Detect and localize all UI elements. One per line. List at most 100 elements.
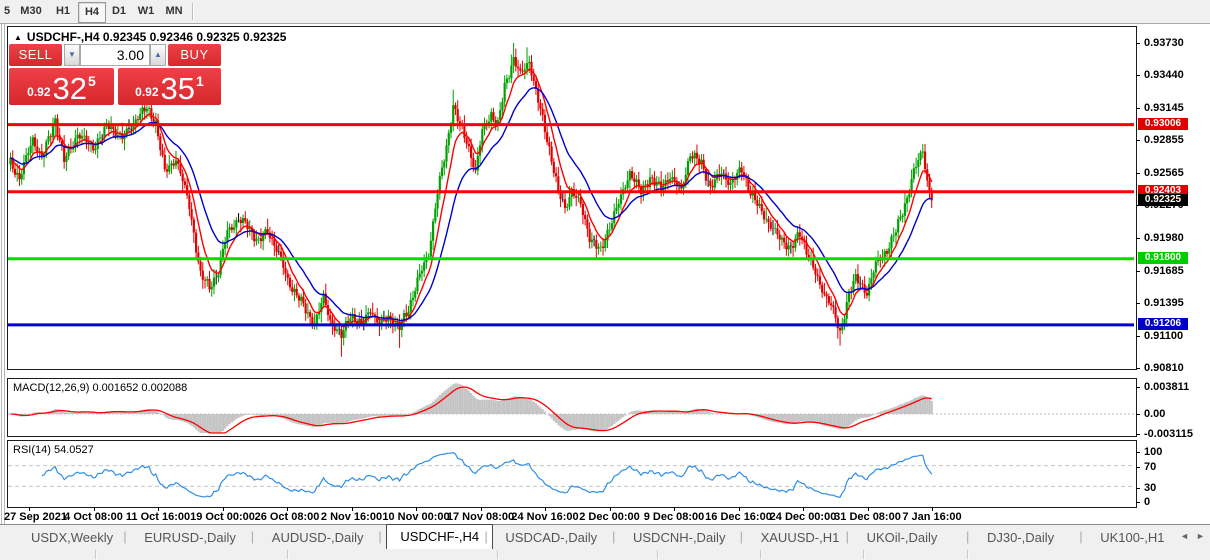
- macd-tick: [1136, 387, 1140, 388]
- macd-axis-label: -0.003115: [1144, 428, 1193, 440]
- price-axis-label: 0.91100: [1144, 329, 1184, 342]
- time-axis-label: 4 Oct 08:00: [64, 511, 123, 523]
- price-axis-label: 0.93730: [1144, 37, 1184, 49]
- price-tick: [1136, 43, 1140, 44]
- time-axis-label: 2 Nov 16:00: [320, 511, 383, 523]
- chart-tab-usdcnh-daily[interactable]: USDCNH-,Daily: [633, 530, 726, 545]
- time-axis-label: 16 Dec 16:00: [705, 511, 772, 523]
- macd-tick: [1136, 434, 1140, 435]
- rsi-plot[interactable]: [8, 441, 1134, 505]
- time-tick: [222, 507, 224, 511]
- tab-separator: |: [739, 529, 743, 544]
- price-tick: [1136, 75, 1140, 77]
- buy-price-button[interactable]: 0.92 35 1: [118, 68, 221, 105]
- volume-input[interactable]: [80, 44, 150, 66]
- price-tick: [1136, 367, 1140, 369]
- rsi-axis-label: 100: [1144, 446, 1163, 458]
- time-tick: [738, 507, 740, 511]
- volume-increase-button[interactable]: ▲: [150, 44, 166, 66]
- time-axis-label: 26 Oct 08:00: [254, 511, 320, 523]
- time-tick: [93, 507, 95, 511]
- time-tick: [674, 507, 675, 511]
- time-axis-label: 17 Nov 08:00: [446, 511, 515, 523]
- chart-window: ▲ USDCHF-,H4 0.92345 0.92346 0.92325 0.92…: [0, 24, 1210, 524]
- sell-price-button[interactable]: 0.92 32 5: [9, 68, 114, 105]
- time-tick: [803, 507, 804, 511]
- rsi-axis-label: 70: [1144, 461, 1157, 473]
- chart-tab-bar: USDX,Weekly | EURUSD-,Daily | AUDUSD-,Daily |…: [0, 524, 1210, 549]
- collapse-triangle-icon[interactable]: ▲: [14, 33, 22, 42]
- buy-button[interactable]: BUY: [168, 44, 221, 66]
- timeframe-button-5[interactable]: 5: [3, 5, 11, 17]
- timeframe-toolbar: 5 M30 H1 H4 D1 W1 MN: [0, 0, 1210, 24]
- macd-indicator-panel: MACD(12,26,9) 0.001652 0.002088: [7, 378, 1137, 437]
- window-edge-line: [4, 24, 5, 524]
- timeframe-button-d1[interactable]: D1: [111, 5, 127, 17]
- chart-tab-dj30-daily[interactable]: DJ30-,Daily: [987, 530, 1055, 545]
- chart-tab-xauusd-h1[interactable]: XAUUSD-,H1: [760, 530, 840, 545]
- macd-axis-label: 0.003811: [1144, 381, 1190, 393]
- statusbar-divider: [657, 550, 659, 559]
- buy-price-pips: 35: [160, 71, 196, 106]
- time-axis-label: 7 Jan 16:00: [902, 511, 962, 523]
- macd-axis-label: 0.00: [1144, 408, 1166, 420]
- price-chart-plot[interactable]: [8, 27, 1134, 367]
- price-marker-0.91206: 0.91206: [1138, 317, 1188, 330]
- tab-separator: |: [250, 529, 255, 544]
- timeframe-button-m30[interactable]: M30: [20, 5, 42, 17]
- chart-title: ▲ USDCHF-,H4 0.92345 0.92346 0.92325 0.92…: [14, 30, 286, 44]
- chart-tab-usdchf-h4[interactable]: USDCHF-,H4: [386, 524, 494, 549]
- timeframe-button-mn[interactable]: MN: [165, 5, 183, 17]
- chart-tab-uk100-h1[interactable]: UK100-,H1: [1100, 530, 1165, 545]
- timeframe-button-h4[interactable]: H4: [78, 2, 106, 23]
- macd-plot[interactable]: [8, 379, 1134, 434]
- statusbar-divider: [497, 550, 499, 559]
- chart-tab-ukoil-daily[interactable]: UKOil-,Daily: [866, 530, 938, 545]
- time-axis-label: 27 Sep 2021: [4, 511, 67, 523]
- rsi-axis-label: 30: [1144, 482, 1157, 494]
- chart-tab-usdcad-daily[interactable]: USDCAD-,Daily: [505, 530, 598, 545]
- chart-tab-eurusd-daily[interactable]: EURUSD-,Daily: [144, 530, 236, 545]
- price-axis-label: 0.91395: [1144, 296, 1184, 309]
- time-tick: [609, 507, 611, 511]
- price-marker-0.93006: 0.93006: [1138, 117, 1188, 130]
- sell-price-point: 5: [88, 73, 96, 89]
- price-tick: [1136, 270, 1140, 272]
- sell-button[interactable]: SELL: [9, 44, 62, 66]
- window-edge-line: [1, 24, 2, 524]
- chart-title-text: USDCHF-,H4 0.92345 0.92346 0.92325 0.923…: [26, 30, 287, 44]
- price-tick: [1136, 302, 1140, 304]
- price-tick: [1136, 237, 1140, 239]
- statusbar-divider: [863, 550, 865, 559]
- rsi-tick: [1136, 502, 1140, 503]
- time-tick: [932, 507, 933, 511]
- rsi-line: [41, 451, 933, 498]
- time-axis-label: 19 Oct 00:00: [190, 511, 255, 523]
- rsi-indicator-panel: RSI(14) 54.0527: [7, 440, 1137, 508]
- ma-slow-line: [10, 87, 932, 322]
- timeframe-button-h1[interactable]: H1: [55, 5, 71, 17]
- timeframe-button-w1[interactable]: W1: [137, 5, 155, 17]
- tab-separator: |: [845, 529, 849, 544]
- buy-price-point: 1: [196, 73, 204, 89]
- volume-decrease-button[interactable]: ▼: [64, 44, 80, 66]
- main-chart-panel: ▲ USDCHF-,H4 0.92345 0.92346 0.92325 0.92…: [7, 26, 1137, 370]
- time-axis-label: 10 Nov 00:00: [382, 511, 450, 523]
- macd-tick: [1136, 414, 1140, 415]
- status-bar: [0, 549, 1210, 560]
- tabs-scroll-right-icon[interactable]: ►: [1196, 531, 1205, 541]
- tabs-scroll-left-icon[interactable]: ◄: [1180, 531, 1189, 541]
- time-tick: [287, 507, 288, 511]
- chart-tab-usdx-weekly[interactable]: USDX,Weekly: [31, 530, 114, 545]
- current-price-marker: 0.92325: [1138, 194, 1188, 207]
- time-tick: [29, 507, 30, 511]
- price-tick: [1136, 140, 1140, 142]
- price-marker-0.91800: 0.91800: [1138, 251, 1188, 264]
- price-axis-label: 0.91685: [1144, 264, 1184, 277]
- macd-signal-line: [10, 386, 932, 434]
- tab-separator: |: [966, 529, 970, 544]
- chart-tab-audusd-daily[interactable]: AUDUSD-,Daily: [271, 530, 364, 545]
- time-axis-label: 2 Dec 00:00: [579, 511, 640, 523]
- time-axis-label: 24 Dec 00:00: [769, 511, 837, 523]
